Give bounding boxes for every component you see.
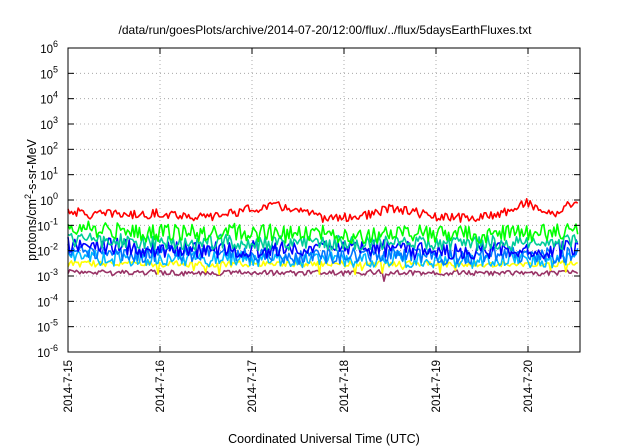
x-tick-label: 2014-7-20 xyxy=(523,360,535,412)
y-tick-mantissa: 10 xyxy=(37,247,50,259)
y-tick-exponent: 0 xyxy=(53,191,58,201)
series-line xyxy=(67,268,579,283)
y-tick-label: 103 xyxy=(40,115,58,132)
y-tick-mantissa: 10 xyxy=(40,44,53,56)
y-tick-exponent: 4 xyxy=(53,90,58,100)
y-tick-exponent: 2 xyxy=(53,140,58,150)
y-tick-exponent: -6 xyxy=(50,343,58,353)
series-line xyxy=(67,232,579,252)
y-tick-mantissa: 10 xyxy=(40,196,53,208)
y-tick-label: 105 xyxy=(40,64,58,81)
x-axis-label: Coordinated Universal Time (UTC) xyxy=(228,432,420,446)
y-tick-mantissa: 10 xyxy=(40,69,53,81)
grid xyxy=(68,48,580,352)
y-tick-label: 10-2 xyxy=(37,242,58,259)
y-tick-exponent: -5 xyxy=(50,318,58,328)
series-line xyxy=(67,260,579,276)
y-tick-label: 10-4 xyxy=(37,292,58,309)
y-tick-exponent: 5 xyxy=(53,64,58,74)
y-tick-label: 10-1 xyxy=(37,216,58,233)
series-line xyxy=(67,198,579,223)
y-tick-label: 10-5 xyxy=(37,318,58,335)
x-tick-label: 2014-7-16 xyxy=(155,360,167,412)
y-tick-label: 104 xyxy=(40,90,58,107)
y-tick-exponent: 1 xyxy=(53,166,58,176)
y-tick-label: 102 xyxy=(40,140,58,157)
y-tick-mantissa: 10 xyxy=(37,323,50,335)
y-tick-exponent: 6 xyxy=(53,39,58,49)
y-tick-mantissa: 10 xyxy=(37,297,50,309)
chart-title: /data/run/goesPlots/archive/2014-07-20/1… xyxy=(119,23,533,37)
y-tick-mantissa: 10 xyxy=(40,145,53,157)
y-tick-label: 101 xyxy=(40,166,58,183)
y-tick-mantissa: 10 xyxy=(40,95,53,107)
y-tick-mantissa: 10 xyxy=(37,348,50,360)
y-tick-exponent: 3 xyxy=(53,115,58,125)
y-tick-exponent: -3 xyxy=(50,267,58,277)
y-tick-mantissa: 10 xyxy=(40,120,53,132)
y-tick-label: 10-3 xyxy=(37,267,58,284)
x-tick-label: 2014-7-18 xyxy=(339,360,351,412)
y-tick-mantissa: 10 xyxy=(37,272,50,284)
y-tick-exponent: -2 xyxy=(50,242,58,252)
y-tick-exponent: -1 xyxy=(50,216,58,226)
x-tick-label: 2014-7-19 xyxy=(431,360,443,412)
y-tick-label: 10-6 xyxy=(37,343,58,360)
y-tick-mantissa: 10 xyxy=(40,171,53,183)
y-tick-label: 106 xyxy=(40,39,58,56)
x-tick-label: 2014-7-17 xyxy=(247,360,259,412)
y-tick-labels: 10-610-510-410-310-210-11001011021031041… xyxy=(37,39,58,360)
series-lines xyxy=(67,198,579,283)
y-tick-mantissa: 10 xyxy=(37,221,50,233)
y-axis-label: protons/cm2-s-sr-MeV xyxy=(23,138,39,260)
y-tick-exponent: -4 xyxy=(50,292,58,302)
axis-ticks xyxy=(67,47,580,353)
x-tick-label: 2014-7-15 xyxy=(63,360,75,412)
series-line xyxy=(67,220,579,245)
y-tick-label: 100 xyxy=(40,191,58,208)
x-tick-labels: 2014-7-15 2014-7-16 2014-7-17 2014-7-18 2014… xyxy=(63,360,535,412)
